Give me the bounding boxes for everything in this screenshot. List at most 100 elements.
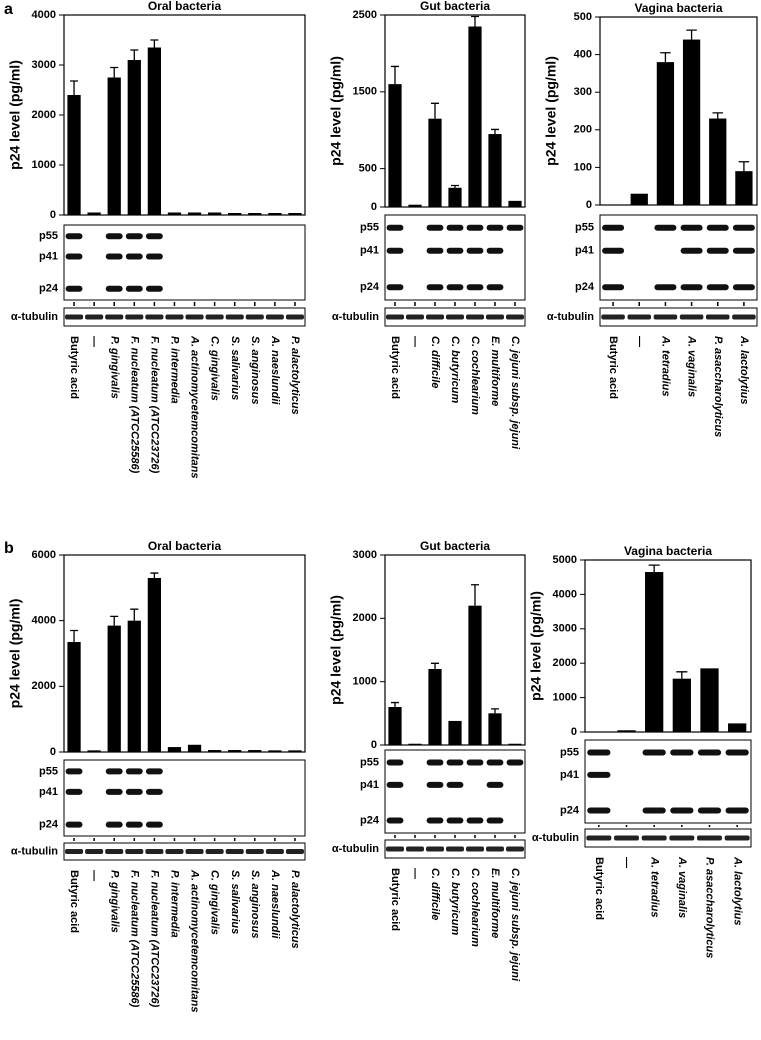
x-tick-label: C. jejuni subsp. jejuni [509,868,521,982]
x-tick-label: P. alactolyticus [289,336,301,415]
blot-band [602,224,625,231]
x-tick-label: P. asaccharolyticus [712,336,724,437]
bar [448,187,462,207]
tubulin-band [466,314,484,320]
blot-label: p41 [560,769,579,781]
error-bar [130,49,139,60]
tubulin-band [406,314,424,320]
tubulin-band [265,849,284,854]
bar [682,39,701,206]
tubulin-band [265,314,284,320]
bar [735,171,753,205]
tubulin-band [225,314,244,320]
blot-band [125,821,143,828]
bar [228,750,242,752]
tubulin-band [406,846,424,852]
error-bar [471,15,479,27]
bar [147,577,162,752]
blot-band [706,284,729,291]
bar [448,720,462,745]
bar [388,84,402,207]
blot-band [105,233,123,240]
y-tick-label: 400 [574,49,592,61]
tubulin-band [245,849,264,854]
x-tick-label: A. actinomycetemcomitans [189,869,201,1012]
tubulin-band [245,314,264,320]
bar [228,213,242,215]
bar [288,213,302,215]
x-tick-label: Butyric acid [607,336,619,399]
x-tick-label: C. cochlearium [469,336,481,415]
bar [508,743,522,745]
bar [700,668,719,732]
bar [408,743,422,745]
blot-band [65,821,83,828]
error-bar [648,564,660,573]
blot-band [642,749,666,756]
x-tick-label: P. intermedia [169,336,181,404]
x-tick-label: — [409,868,421,879]
blot-band [386,781,404,788]
tubulin-band [145,314,164,320]
x-tick-label: — [409,336,421,347]
y-tick-label: 500 [359,163,377,175]
bar [248,750,262,752]
blot-band [125,285,143,292]
tubulin-band [165,849,184,854]
tubulin-band [225,849,244,854]
blot-band [105,253,123,260]
blot-band [602,284,625,291]
x-tick-label: A. naeslundii [269,335,281,405]
blot-band [386,817,404,824]
bar [408,204,422,207]
x-tick-label: P. gingivalis [108,336,120,399]
blot-band [706,224,729,231]
y-tick-label: 1000 [32,159,56,171]
bar [488,134,502,207]
y-axis-label: p24 level (pg/ml) [328,56,344,166]
error-bar [431,102,439,119]
error-bar [471,584,479,606]
x-tick-label: F. nucleatum (ATCC23726) [148,336,160,474]
bar [268,213,282,215]
blot-label: p55 [575,222,594,234]
x-tick-label: F. nucleatum (ATCC23726) [148,870,160,1008]
y-tick-label: 0 [586,199,592,211]
plot-frame [63,14,306,216]
tubulin-band [185,314,204,320]
x-tick-label: S. salivarius [229,870,241,934]
tubulin-blot [584,828,752,848]
blot-band [466,224,484,231]
blot-band [654,284,677,291]
blot-band [426,817,444,824]
bar [288,750,302,752]
tubulin-blot [63,307,306,327]
x-tick-label: A. tetradius [660,335,672,397]
x-tick-label: P. asaccharolyticus [704,857,716,958]
blot-band [446,759,464,766]
blot-band [732,247,755,254]
tubulin-band [85,314,104,320]
y-tick-label: 0 [50,746,56,758]
error-bar [150,572,159,578]
blot-band [386,247,404,254]
blot-band [426,247,444,254]
tubulin-band [285,849,304,854]
blot-band [466,284,484,291]
tubulin-band [446,846,464,852]
y-tick-label: 500 [574,11,592,23]
bar [630,193,648,205]
bar [167,747,182,752]
error-bar [391,65,399,85]
x-tick-label: S. anginosus [249,336,261,404]
tubulin-band [145,849,164,854]
blot-band [486,247,504,254]
x-tick-label: C. butyricum [449,868,461,935]
bar [67,642,81,752]
error-bar [431,662,439,669]
error-bar [150,39,159,48]
chart-title: Oral bacteria [148,0,222,13]
y-tick-label: 100 [574,161,592,173]
blot-label: p24 [360,814,380,826]
x-tick-label: C. gingivalis [209,870,221,935]
